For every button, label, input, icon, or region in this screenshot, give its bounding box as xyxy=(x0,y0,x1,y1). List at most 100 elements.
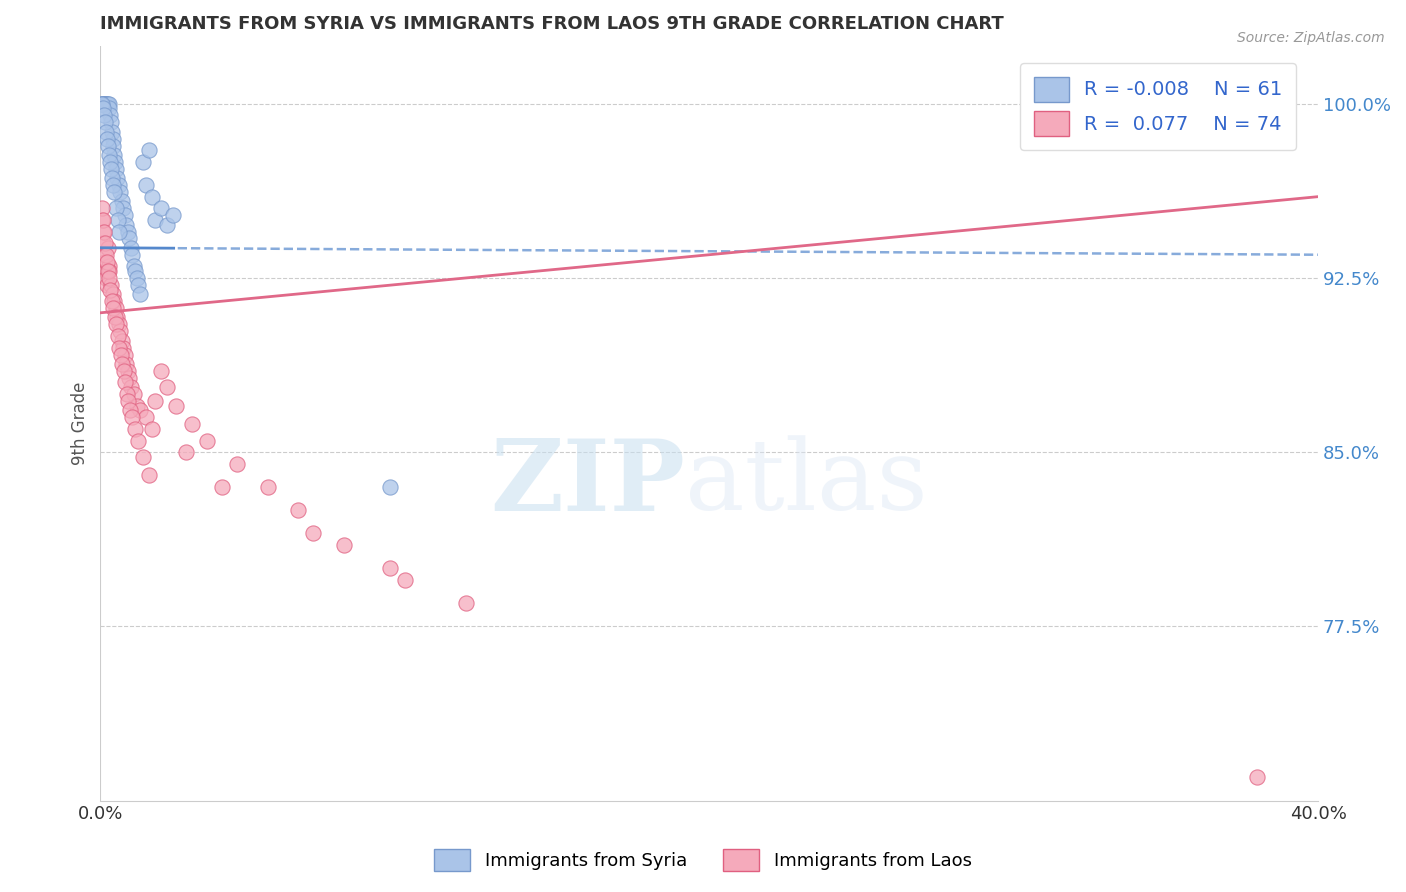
Legend: Immigrants from Syria, Immigrants from Laos: Immigrants from Syria, Immigrants from L… xyxy=(427,842,979,879)
Point xyxy=(98,108,121,122)
Text: IMMIGRANTS FROM SYRIA VS IMMIGRANTS FROM LAOS 9TH GRADE CORRELATION CHART: IMMIGRANTS FROM SYRIA VS IMMIGRANTS FROM… xyxy=(100,15,1004,33)
Point xyxy=(105,201,128,215)
Point xyxy=(378,480,401,494)
Point xyxy=(94,254,117,268)
Point xyxy=(94,236,117,251)
Point xyxy=(101,301,124,315)
Point xyxy=(101,287,124,301)
Point xyxy=(117,364,139,378)
Point xyxy=(104,154,127,169)
Point xyxy=(135,178,157,192)
Point xyxy=(141,189,163,203)
Point xyxy=(100,154,122,169)
Point xyxy=(97,260,120,274)
Point xyxy=(94,96,117,111)
Point xyxy=(105,318,128,332)
Point xyxy=(333,538,356,552)
Point xyxy=(96,131,118,145)
Point xyxy=(138,468,160,483)
Point xyxy=(125,271,148,285)
Point xyxy=(101,131,124,145)
Text: ZIP: ZIP xyxy=(491,435,685,532)
Point xyxy=(100,161,122,176)
Point xyxy=(135,410,157,425)
Point xyxy=(129,403,152,417)
Point xyxy=(96,254,118,268)
Point xyxy=(93,96,115,111)
Point xyxy=(101,294,124,309)
Point xyxy=(114,348,136,362)
Point xyxy=(256,480,278,494)
Point xyxy=(156,218,179,232)
Point xyxy=(101,171,124,186)
Point xyxy=(96,277,118,292)
Point xyxy=(107,329,129,343)
Point xyxy=(150,201,173,215)
Point xyxy=(122,387,145,401)
Point xyxy=(138,143,160,157)
Point xyxy=(100,115,122,129)
Point xyxy=(104,301,127,315)
Point xyxy=(91,225,114,239)
Point xyxy=(101,138,124,153)
Y-axis label: 9th Grade: 9th Grade xyxy=(72,382,89,465)
Point xyxy=(111,357,134,371)
Point xyxy=(117,394,139,409)
Point xyxy=(105,310,128,325)
Point xyxy=(180,417,202,432)
Point xyxy=(91,96,114,111)
Point xyxy=(112,341,135,355)
Point xyxy=(129,287,152,301)
Point xyxy=(91,213,114,227)
Point xyxy=(1246,771,1268,785)
Point xyxy=(107,178,129,192)
Point xyxy=(98,102,121,116)
Point xyxy=(97,96,120,111)
Point xyxy=(94,125,117,139)
Text: Source: ZipAtlas.com: Source: ZipAtlas.com xyxy=(1237,31,1385,45)
Point xyxy=(98,148,121,162)
Point xyxy=(97,138,120,153)
Point xyxy=(127,277,149,292)
Point xyxy=(378,561,401,575)
Point xyxy=(174,445,197,459)
Point xyxy=(90,96,112,111)
Point xyxy=(108,225,131,239)
Point xyxy=(117,225,139,239)
Point xyxy=(98,264,121,278)
Point xyxy=(103,294,125,309)
Point xyxy=(394,573,416,587)
Point xyxy=(96,96,118,111)
Point xyxy=(100,283,122,297)
Point xyxy=(97,96,120,111)
Point xyxy=(118,231,141,245)
Point xyxy=(156,380,179,394)
Point xyxy=(93,96,115,111)
Point xyxy=(111,194,134,209)
Point xyxy=(122,260,145,274)
Point xyxy=(110,348,132,362)
Point xyxy=(195,434,218,448)
Point xyxy=(98,271,121,285)
Point xyxy=(96,271,118,285)
Point xyxy=(115,357,138,371)
Point xyxy=(115,387,138,401)
Point xyxy=(114,208,136,222)
Point xyxy=(143,394,166,409)
Point xyxy=(111,334,134,348)
Point xyxy=(100,277,122,292)
Point xyxy=(97,264,120,278)
Point xyxy=(124,422,146,436)
Point xyxy=(302,526,325,541)
Point xyxy=(112,201,135,215)
Point xyxy=(287,503,309,517)
Point xyxy=(103,178,125,192)
Point xyxy=(91,102,114,116)
Point xyxy=(103,185,125,199)
Point xyxy=(91,201,114,215)
Point xyxy=(124,264,146,278)
Point xyxy=(108,185,131,199)
Point xyxy=(104,161,127,176)
Point xyxy=(90,213,112,227)
Text: atlas: atlas xyxy=(685,435,928,532)
